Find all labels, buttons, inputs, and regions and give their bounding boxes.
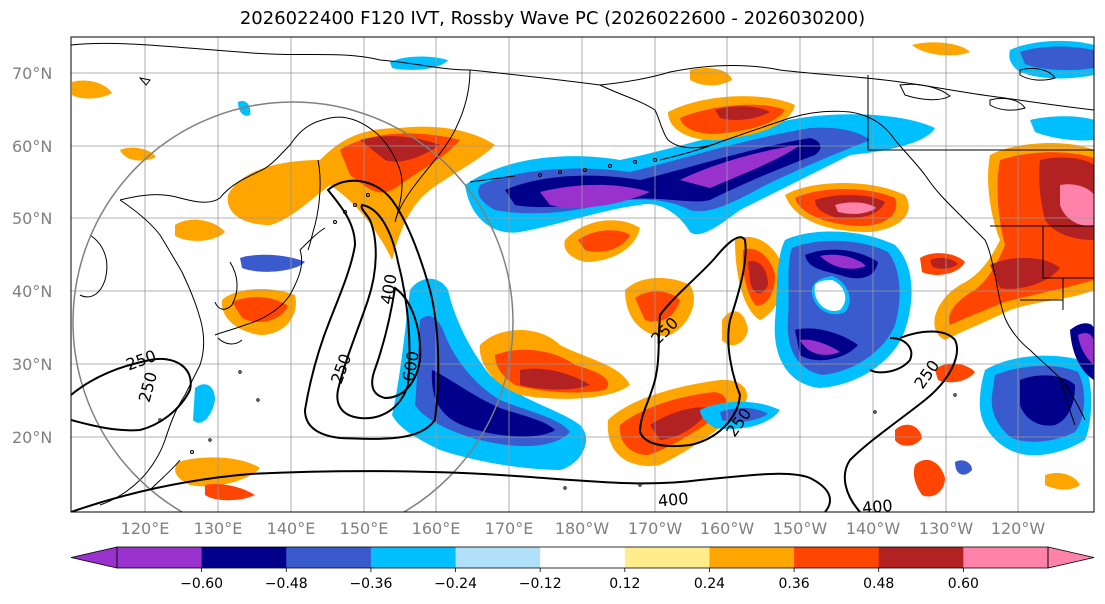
lon-label: 120°W xyxy=(991,519,1046,538)
map-border xyxy=(70,36,1095,513)
lon-label: 150°W xyxy=(773,519,828,538)
colorbar-tick-label: −0.60 xyxy=(180,576,223,592)
positive-anomaly-central-pacific xyxy=(479,220,784,466)
negative-anomaly-southeast xyxy=(955,323,1094,475)
colorbar-swatch xyxy=(963,547,1049,568)
colorbar-tick-label: −0.36 xyxy=(349,576,392,592)
lat-label: 60°N xyxy=(12,137,52,156)
longitude-labels: 120°E 130°E 140°E 150°E 160°E 170°E 180°… xyxy=(121,519,1046,538)
negative-anomaly-east-pacific xyxy=(700,231,912,430)
contour-label: 400 xyxy=(861,496,893,518)
map-layers: 250 400 600 250 250 250 250 400 400 250 xyxy=(71,37,1094,518)
colorbar-swatch xyxy=(540,547,626,568)
lat-label: 40°N xyxy=(12,282,52,301)
lon-label: 150°E xyxy=(340,519,389,538)
colorbar-swatch xyxy=(878,547,964,568)
lat-label: 70°N xyxy=(12,64,52,83)
ivt-contours xyxy=(71,179,958,512)
lon-label: 140°W xyxy=(846,519,901,538)
colorbar-tick-label: −0.12 xyxy=(519,576,562,592)
colorbar-swatch xyxy=(201,547,287,568)
lon-label: 130°E xyxy=(194,519,243,538)
colorbar-tick-label: 0.36 xyxy=(779,576,810,592)
positive-anomaly-alaska xyxy=(668,68,909,232)
lon-label: 130°W xyxy=(919,519,974,538)
colorbar-swatch xyxy=(624,547,710,568)
negative-anomaly-north-pacific xyxy=(465,114,935,235)
colorbar xyxy=(70,546,1095,569)
map-title: 2026022400 F120 IVT, Rossby Wave PC (202… xyxy=(239,8,866,29)
negative-anomaly-dateline-band xyxy=(392,278,587,470)
colorbar-tick-label: 0.12 xyxy=(609,576,640,592)
contour-label: 400 xyxy=(657,489,689,511)
colorbar-swatch xyxy=(794,547,880,568)
colorbar-ticks: −0.60 −0.48 −0.36 −0.24 −0.12 0.12 0.24 0.36 0.4… xyxy=(180,568,979,592)
lon-label: 180°W xyxy=(555,519,610,538)
lon-label: 120°E xyxy=(121,519,170,538)
graticule xyxy=(71,37,1094,512)
colorbar-tick-label: −0.24 xyxy=(434,576,477,592)
colorbar-swatch xyxy=(117,547,203,568)
colorbar-tick-label: −0.48 xyxy=(265,576,308,592)
lat-label: 30°N xyxy=(12,355,52,374)
negative-anomaly-arctic xyxy=(193,40,1094,423)
lon-label: 170°E xyxy=(485,519,534,538)
colorbar-swatch xyxy=(455,547,541,568)
lon-label: 170°W xyxy=(628,519,683,538)
latitude-labels: 70°N 60°N 50°N 40°N 30°N 20°N xyxy=(12,64,52,447)
lon-label: 160°W xyxy=(700,519,755,538)
colorbar-swatch xyxy=(370,547,457,568)
rossby-wave-circle xyxy=(72,101,514,512)
colorbar-tick-label: 0.24 xyxy=(694,576,725,592)
positive-anomaly-japan xyxy=(72,80,495,501)
lat-label: 50°N xyxy=(12,209,52,228)
colorbar-extend-max xyxy=(1047,546,1095,569)
lon-label: 140°E xyxy=(267,519,316,538)
colorbar-outline xyxy=(116,546,1049,569)
colorbar-tick-label: 0.48 xyxy=(863,576,894,592)
colorbar-swatch xyxy=(709,547,795,568)
colorbar-tick-label: 0.60 xyxy=(948,576,979,592)
colorbar-swatch xyxy=(286,547,372,568)
lat-label: 20°N xyxy=(12,428,52,447)
lon-label: 160°E xyxy=(412,519,461,538)
colorbar-extend-min xyxy=(70,546,118,569)
